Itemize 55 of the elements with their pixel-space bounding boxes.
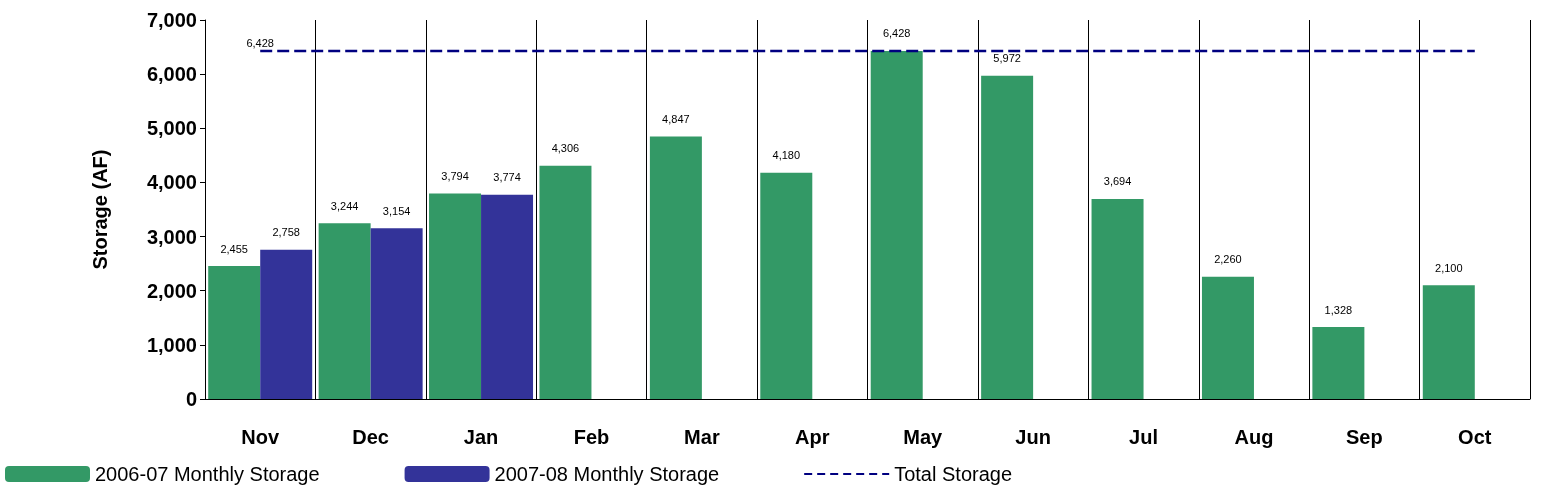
bar — [649, 136, 702, 399]
bar — [429, 193, 482, 399]
data-label: 1,328 — [1324, 303, 1353, 316]
data-label: 4,847 — [662, 113, 690, 126]
legend-label: 2006-07 Monthly Storage — [95, 463, 320, 485]
legend-label: 2007-08 Monthly Storage — [494, 463, 720, 485]
data-label: 5,972 — [993, 52, 1021, 65]
bar — [1201, 276, 1254, 399]
y-tick-label: 6,000 — [146, 63, 197, 86]
x-tick-label: Dec — [352, 426, 389, 448]
x-tick-label: Jan — [463, 426, 499, 448]
data-label: 2,455 — [220, 242, 248, 255]
x-tick-label: May — [903, 426, 944, 448]
x-tick-label: Oct — [1458, 426, 1492, 448]
data-label: 3,774 — [493, 171, 521, 184]
data-label: 3,694 — [1103, 175, 1132, 188]
x-tick-label: Jun — [1015, 426, 1051, 448]
x-tick-label: Jul — [1129, 426, 1158, 448]
x-tick-label: Aug — [1234, 426, 1274, 448]
bar — [981, 75, 1034, 399]
y-tick-label: 4,000 — [146, 171, 197, 194]
data-label: 2,260 — [1214, 253, 1242, 266]
data-label: 6,428 — [882, 27, 911, 40]
bar — [870, 50, 923, 399]
y-tick-label: 7,000 — [146, 9, 197, 31]
bar — [208, 266, 261, 399]
y-tick-label: 5,000 — [146, 117, 197, 140]
y-tick-label: 2,000 — [146, 279, 197, 302]
bar — [1312, 327, 1365, 399]
y-tick-label: 3,000 — [146, 225, 197, 248]
y-tick-label: 1,000 — [146, 333, 197, 356]
data-label: 4,180 — [772, 149, 801, 162]
data-label: 6,428 — [246, 37, 274, 50]
x-tick-label: Sep — [1346, 426, 1383, 448]
bar — [1422, 285, 1475, 399]
bar — [260, 249, 313, 399]
y-axis-title: Storage (AF) — [89, 149, 111, 270]
x-tick-label: Apr — [795, 426, 830, 448]
bar — [760, 172, 813, 399]
data-label: 3,244 — [330, 199, 359, 212]
data-label: 2,100 — [1435, 261, 1463, 274]
bar — [481, 194, 534, 399]
data-label: 3,794 — [441, 170, 469, 183]
bar — [539, 165, 592, 399]
x-tick-label: Nov — [241, 426, 280, 448]
data-label: 3,154 — [382, 204, 411, 217]
data-label: 2,758 — [272, 226, 300, 239]
bar — [1091, 199, 1144, 399]
bar — [370, 228, 423, 399]
bar — [318, 223, 371, 399]
y-tick-label: 0 — [185, 388, 197, 410]
data-label: 4,306 — [551, 142, 580, 155]
x-tick-label: Feb — [573, 426, 610, 448]
x-tick-label: Mar — [684, 426, 720, 448]
legend-label: Total Storage — [894, 463, 1013, 485]
